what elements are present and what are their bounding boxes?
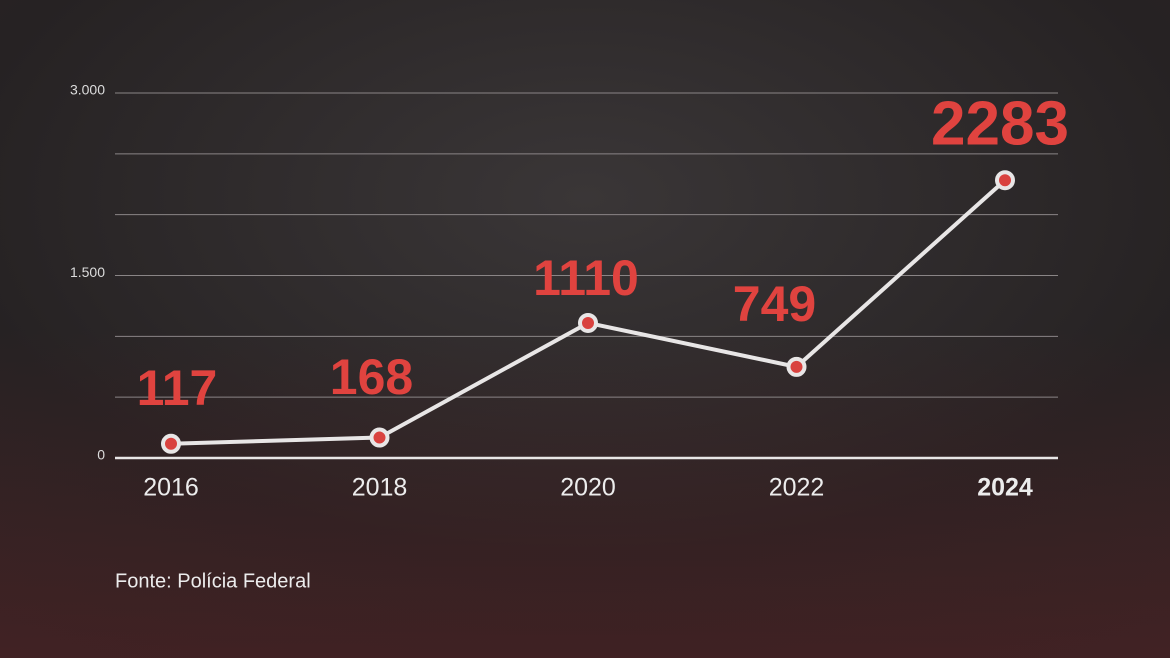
y-tick-label: 0 xyxy=(97,447,105,463)
value-label: 2283 xyxy=(931,90,1069,159)
value-label: 168 xyxy=(330,349,413,405)
x-tick-label: 2018 xyxy=(352,474,408,502)
marker xyxy=(578,312,598,333)
marker xyxy=(786,356,807,377)
marker xyxy=(369,427,390,448)
marker xyxy=(995,170,1015,191)
value-label: 1110 xyxy=(533,250,639,306)
y-tick-label: 1.500 xyxy=(70,264,105,280)
x-tick-label: 2024 xyxy=(977,474,1033,502)
value-label: 749 xyxy=(733,276,816,332)
marker xyxy=(161,433,181,454)
x-tick-label: 2020 xyxy=(560,474,616,502)
y-tick-label: 3.000 xyxy=(70,82,105,98)
x-tick-label: 2022 xyxy=(769,474,825,502)
source: Fonte: Polícia Federal xyxy=(115,570,311,592)
value-label: 117 xyxy=(137,360,218,416)
x-tick-label: 2016 xyxy=(143,474,199,502)
